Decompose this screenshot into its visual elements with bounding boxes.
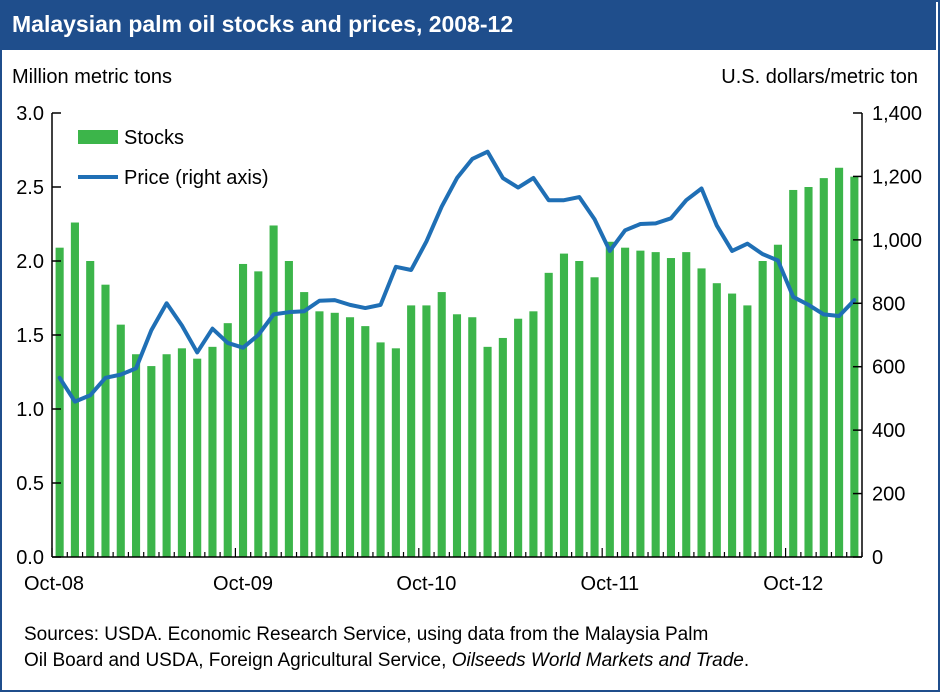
stocks-bar [223, 323, 232, 557]
stocks-bar [55, 247, 64, 557]
x-tick-label: Oct-11 [581, 573, 640, 595]
stocks-bar [773, 244, 782, 557]
y-left-tick-label: 0.0 [16, 547, 44, 569]
stocks-bar [835, 167, 844, 557]
stocks-bar [529, 311, 538, 557]
y-left-tick-label: 3.0 [16, 103, 44, 125]
stocks-bar [330, 312, 339, 557]
stocks-bar [284, 261, 293, 557]
stocks-bar [147, 366, 156, 557]
stocks-bar [605, 241, 614, 557]
stocks-bar [743, 305, 752, 557]
stocks-bar [116, 324, 125, 557]
stocks-bar [819, 178, 828, 557]
x-tick-label: Oct-09 [213, 573, 273, 595]
y-right-tick-label: 1,400 [872, 103, 922, 125]
stocks-bar [697, 268, 706, 557]
y-left-tick-label: 2.5 [16, 177, 44, 199]
x-tick-label: Oct-08 [24, 573, 84, 595]
y-left-tick-label: 2.0 [16, 251, 44, 273]
stocks-bar [177, 348, 186, 557]
stocks-bar [254, 271, 263, 557]
stocks-bar [728, 293, 737, 557]
price-line [57, 149, 857, 404]
y-left-tick-label: 1.5 [16, 325, 44, 347]
y-left-tick-label: 0.5 [16, 473, 44, 495]
stocks-bar [238, 263, 248, 557]
stocks-bar [300, 292, 309, 557]
stocks-bar [70, 222, 79, 557]
stocks-bar [651, 252, 660, 557]
stocks-bar [422, 305, 431, 557]
stocks-bar [544, 272, 553, 557]
source-note: Sources: USDA. Economic Research Service… [24, 622, 924, 674]
stocks-bar [162, 354, 171, 557]
y-right-tick-label: 1,000 [872, 230, 922, 252]
source-line-2-suffix: . [743, 650, 750, 671]
stocks-bar [559, 253, 569, 557]
legend-stocks-label: Stocks [124, 127, 184, 149]
y-right-tick-label: 1,200 [872, 166, 922, 188]
stocks-bar [391, 348, 400, 557]
legend-price-label: Price (right axis) [124, 167, 268, 189]
stocks-bar [361, 326, 370, 557]
stocks-bar [789, 189, 798, 557]
stocks-bar [498, 337, 507, 557]
chart-plot: 0.0 0.5 1.0 1.5 2.0 2.5 3.0 0 200 400 600 800 1,000 1… [16, 103, 922, 595]
stocks-bar [315, 311, 324, 557]
stocks-bar [514, 318, 523, 557]
stocks-bar [407, 305, 416, 557]
y-left-axis-unit: Million metric tons [12, 66, 173, 88]
stocks-bar [376, 342, 385, 557]
source-line-1: Sources: USDA. Economic Research Service… [24, 624, 709, 645]
stocks-bar [636, 250, 645, 557]
stocks-bar [804, 187, 813, 557]
y-left-tick-label: 1.0 [16, 399, 44, 421]
stocks-bar [345, 317, 355, 557]
stocks-bar [208, 346, 217, 557]
stocks-bar [666, 258, 676, 557]
chart-title: Malaysian palm oil stocks and prices, 20… [12, 11, 514, 37]
x-tick-label: Oct-12 [763, 573, 823, 595]
stocks-bar [101, 284, 110, 557]
stocks-bar [483, 346, 492, 557]
y-right-tick-label: 600 [872, 357, 905, 379]
source-publication: Oilseeds World Markets and Trade [451, 650, 744, 671]
stocks-bar [621, 247, 630, 557]
y-right-tick-label: 800 [872, 293, 905, 315]
x-tick-label: Oct-10 [396, 573, 456, 595]
source-line-2: Oil Board and USDA, Foreign Agricultural… [24, 648, 924, 674]
y-right-tick-label: 400 [872, 420, 905, 442]
stocks-bar [682, 252, 691, 557]
stocks-bar [712, 283, 721, 557]
stocks-bar [590, 277, 599, 557]
stocks-bar [269, 225, 278, 558]
y-right-axis-unit: U.S. dollars/metric ton [721, 66, 918, 88]
stocks-bar [758, 261, 767, 557]
stocks-bar [132, 354, 141, 557]
y-right-tick-label: 0 [872, 547, 883, 569]
legend-stocks-swatch [78, 130, 118, 144]
stocks-bar [452, 314, 462, 557]
y-right-tick-label: 200 [872, 484, 905, 506]
title-bar: Malaysian palm oil stocks and prices, 20… [0, 0, 936, 50]
stocks-bar [468, 317, 477, 557]
stocks-bar [575, 261, 584, 557]
stocks-bar [86, 261, 95, 557]
stocks-bar [437, 292, 446, 557]
stocks-bar [193, 358, 202, 557]
source-line-2-prefix: Oil Board and USDA, Foreign Agricultural… [24, 650, 452, 671]
